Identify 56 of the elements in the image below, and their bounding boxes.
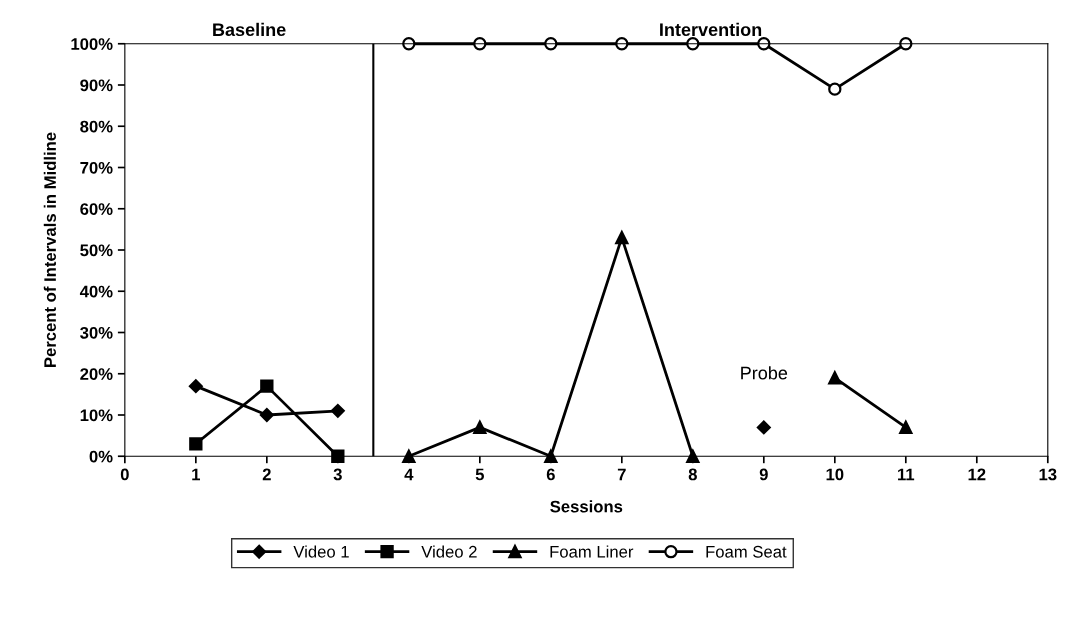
y-tick-label: 80% <box>80 120 113 133</box>
point <box>331 449 345 463</box>
point <box>757 37 771 51</box>
x-tick-label: 9 <box>759 468 768 481</box>
y-tick-label: 40% <box>79 285 113 298</box>
legend-label: Video 2 <box>421 545 477 558</box>
legend-label: Video 1 <box>293 545 349 558</box>
y-tick-label: 10% <box>80 409 113 422</box>
point <box>188 379 203 394</box>
annotation: Probe <box>741 366 788 380</box>
y-tick-label: 60% <box>80 203 113 215</box>
x-tick-label: 12 <box>968 468 986 481</box>
y-tick-label: 0% <box>89 450 113 463</box>
legend-label: Foam Seat <box>706 545 787 558</box>
point <box>402 37 416 51</box>
x-tick-label: 10 <box>826 468 844 481</box>
x-tick-label: 3 <box>333 468 342 481</box>
point <box>615 37 629 51</box>
x-tick-label: 6 <box>546 468 555 481</box>
y-tick-label: 70% <box>80 161 113 174</box>
point <box>756 420 771 435</box>
point <box>686 449 700 463</box>
x-tick-label: 0 <box>120 468 129 481</box>
legend-label: Foam Liner <box>550 545 634 558</box>
point <box>330 403 345 418</box>
point <box>899 37 913 51</box>
point <box>402 449 416 463</box>
y-tick-label: 20% <box>80 368 113 380</box>
y-tick-label: 30% <box>80 326 113 339</box>
x-axis-title: Sessions <box>550 500 623 513</box>
point <box>828 82 842 96</box>
y-axis-title: Percent of Intervals in Midline <box>43 132 56 367</box>
x-tick-label: 11 <box>898 468 915 481</box>
point <box>189 437 203 451</box>
x-tick-label: 1 <box>192 468 201 481</box>
y-tick-label: 100% <box>71 38 113 50</box>
point <box>828 371 842 385</box>
point <box>259 408 274 422</box>
x-tick-label: 13 <box>1039 468 1057 481</box>
point <box>473 420 487 435</box>
x-tick-label: 7 <box>617 468 626 481</box>
x-tick-label: 2 <box>262 468 271 481</box>
x-tick-label: 4 <box>404 468 414 481</box>
point <box>615 230 629 245</box>
point <box>544 37 558 51</box>
y-tick-label: 90% <box>80 79 113 92</box>
point <box>686 37 700 51</box>
x-tick-label: 8 <box>688 468 697 481</box>
point <box>544 449 558 463</box>
text: Intervention <box>660 22 762 37</box>
text: Baseline <box>213 22 286 37</box>
point <box>899 420 913 435</box>
y-tick-label: 50% <box>80 244 113 257</box>
point <box>260 379 274 393</box>
x-tick-label: 5 <box>475 468 484 481</box>
point <box>473 37 487 51</box>
